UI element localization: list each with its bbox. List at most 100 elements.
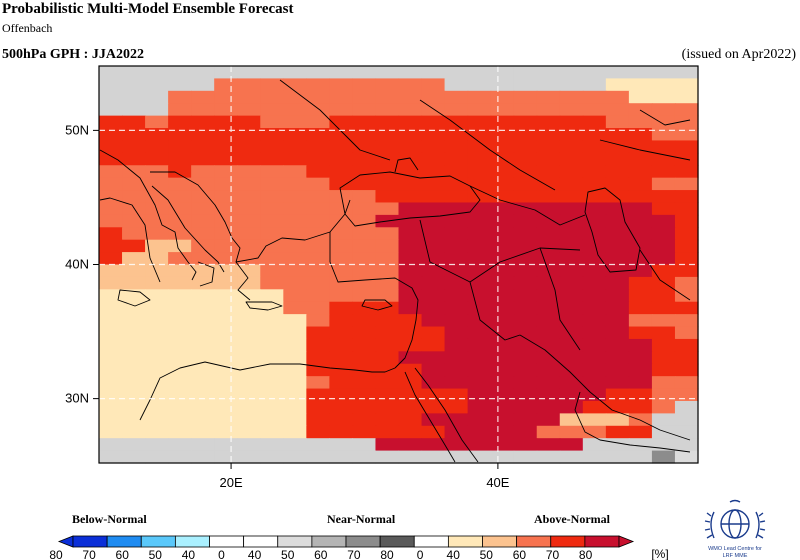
prob-cell <box>306 425 330 439</box>
prob-cell <box>605 376 630 390</box>
prob-cell <box>674 90 699 104</box>
prob-cell <box>536 351 561 365</box>
prob-cell <box>99 152 123 166</box>
prob-cell <box>191 202 215 216</box>
prob-cell <box>375 413 400 427</box>
prob-cell <box>559 289 584 303</box>
prob-cell <box>444 202 469 216</box>
prob-cell <box>444 252 469 266</box>
prob-cell <box>421 326 446 340</box>
prob-cell <box>651 252 676 266</box>
prob-cell <box>283 425 307 439</box>
prob-cell <box>168 190 192 204</box>
prob-cell <box>582 128 607 142</box>
prob-cell <box>168 314 192 328</box>
prob-cell <box>467 314 492 328</box>
prob-cell <box>99 276 123 290</box>
prob-cell <box>329 400 354 414</box>
prob-cell <box>559 351 584 365</box>
prob-cell <box>283 227 307 241</box>
prob-cell <box>306 90 330 104</box>
prob-cell <box>260 252 284 266</box>
prob-cell <box>490 450 515 464</box>
prob-cell <box>674 264 699 278</box>
prob-cell <box>398 413 423 427</box>
prob-cell <box>605 276 630 290</box>
prob-cell <box>444 438 469 452</box>
prob-cell <box>122 90 146 104</box>
colorbar-tick-label: 40 <box>447 548 461 560</box>
prob-cell <box>444 115 469 129</box>
prob-cell <box>559 227 584 241</box>
prob-cell <box>559 376 584 390</box>
prob-cell <box>191 140 215 154</box>
colorbar-segment <box>140 535 176 548</box>
colorbar-segment <box>345 535 381 548</box>
prob-cell <box>122 438 146 452</box>
prob-cell <box>237 301 261 315</box>
prob-cell <box>467 413 492 427</box>
prob-cell <box>651 78 676 92</box>
wmo-logo <box>704 499 766 539</box>
prob-cell <box>329 227 354 241</box>
prob-cell <box>398 78 423 92</box>
prob-cell <box>421 115 446 129</box>
prob-cell <box>467 438 492 452</box>
probability-colorbar: 80 70 60 50 40 0 40 50 60 70 80 0 40 50 60 70 80 [%] <box>49 535 669 560</box>
prob-cell <box>444 103 469 117</box>
prob-cell <box>352 376 377 390</box>
prob-cell <box>513 351 538 365</box>
prob-cell <box>191 314 215 328</box>
prob-cell <box>375 388 400 402</box>
prob-cell <box>398 264 423 278</box>
prob-cell <box>628 239 653 253</box>
prob-cell <box>605 165 630 179</box>
prob-cell <box>605 140 630 154</box>
prob-cell <box>352 239 377 253</box>
prob-cell <box>237 252 261 266</box>
prob-cell <box>283 214 307 228</box>
prob-cell <box>628 177 653 191</box>
prob-cell <box>559 165 584 179</box>
prob-cell <box>582 314 607 328</box>
prob-cell <box>99 128 123 142</box>
prob-cell <box>490 314 515 328</box>
prob-cell <box>582 227 607 241</box>
prob-cell <box>145 177 169 191</box>
prob-cell <box>490 289 515 303</box>
prob-cell <box>99 438 123 452</box>
prob-cell <box>99 376 123 390</box>
prob-cell <box>421 140 446 154</box>
prob-cell <box>237 450 261 464</box>
prob-cell <box>605 78 630 92</box>
prob-cell <box>191 413 215 427</box>
prob-cell <box>421 227 446 241</box>
prob-cell <box>145 450 169 464</box>
prob-cell <box>99 165 123 179</box>
prob-cell <box>559 177 584 191</box>
prob-cell <box>490 413 515 427</box>
prob-cell <box>398 177 423 191</box>
prob-cell <box>398 227 423 241</box>
prob-cell <box>398 66 423 80</box>
prob-cell <box>628 338 653 352</box>
prob-cell <box>283 438 307 452</box>
prob-cell <box>306 128 330 142</box>
prob-cell <box>260 289 284 303</box>
prob-cell <box>260 314 284 328</box>
prob-cell <box>283 252 307 266</box>
prob-cell <box>444 227 469 241</box>
prob-cell <box>352 128 377 142</box>
prob-cell <box>260 103 284 117</box>
prob-cell <box>490 376 515 390</box>
prob-cell <box>651 202 676 216</box>
prob-cell <box>490 66 515 80</box>
prob-cell <box>352 314 377 328</box>
prob-cell <box>214 90 238 104</box>
prob-cell <box>283 264 307 278</box>
prob-cell <box>306 388 330 402</box>
prob-cell <box>398 425 423 439</box>
prob-cell <box>467 400 492 414</box>
prob-cell <box>421 90 446 104</box>
prob-cell <box>306 66 330 80</box>
